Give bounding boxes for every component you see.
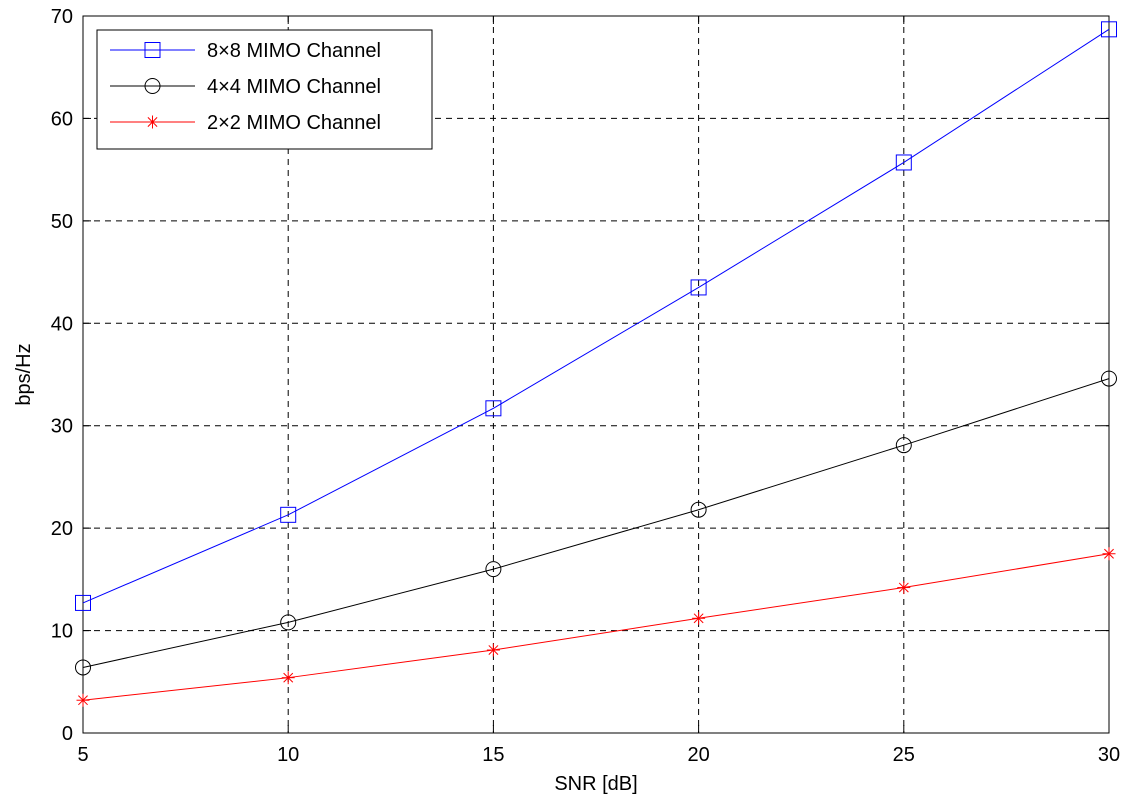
series-layer xyxy=(75,21,1117,707)
asterisk-stroke xyxy=(693,613,704,624)
x-tick-label: 5 xyxy=(77,744,88,766)
x-tick-label: 15 xyxy=(482,744,504,766)
series-circle xyxy=(75,370,1117,676)
legend-entry: 4×4 MIMO Channel xyxy=(110,76,381,98)
plot-frame xyxy=(82,15,1110,734)
y-axis-label: bps/Hz xyxy=(13,343,35,405)
data-point xyxy=(485,561,502,578)
series-asterisk xyxy=(76,547,1116,707)
y-tick-label: 10 xyxy=(51,621,73,643)
axis-ticks: 5 10 15 20 25 30 0 10 20 30 40 50 60 70 xyxy=(51,6,1120,766)
x-tick-label: 25 xyxy=(893,744,915,766)
data-point xyxy=(690,501,707,518)
y-tick-label: 40 xyxy=(51,313,73,335)
series-line xyxy=(82,28,1110,604)
y-tick-label: 50 xyxy=(51,211,73,233)
series-square xyxy=(75,21,1117,611)
y-tick-label: 30 xyxy=(51,416,73,438)
asterisk-stroke xyxy=(283,672,294,683)
data-point xyxy=(75,659,91,676)
legend-marker xyxy=(144,42,161,58)
data-point xyxy=(281,671,295,685)
legend-marker xyxy=(146,115,159,129)
data-point xyxy=(690,279,707,296)
data-point xyxy=(692,611,706,625)
legend-label: 8×8 MIMO Channel xyxy=(207,40,381,62)
data-point xyxy=(280,614,297,631)
y-tick-label: 0 xyxy=(62,723,73,745)
series-line xyxy=(82,553,1110,701)
asterisk-stroke xyxy=(147,117,158,127)
data-point xyxy=(485,400,502,417)
data-point xyxy=(75,594,91,611)
data-point xyxy=(280,506,297,523)
legend-marker xyxy=(144,78,161,94)
data-point xyxy=(1101,21,1117,38)
legend-entry: 2×2 MIMO Channel xyxy=(110,112,381,134)
legend-entry: 8×8 MIMO Channel xyxy=(110,40,381,62)
data-point xyxy=(895,437,912,454)
data-point xyxy=(897,581,911,595)
data-point xyxy=(76,693,90,707)
asterisk-stroke xyxy=(488,645,499,655)
x-tick-label: 30 xyxy=(1098,744,1120,766)
x-tick-label: 20 xyxy=(687,744,709,766)
data-point xyxy=(1102,547,1116,561)
data-point xyxy=(895,154,912,171)
x-tick-label: 10 xyxy=(277,744,299,766)
data-point xyxy=(1101,370,1117,387)
asterisk-stroke xyxy=(78,695,88,706)
x-axis-label: SNR [dB] xyxy=(554,773,637,795)
legend: 8×8 MIMO Channel 4×4 MIMO Channel 2×2 MIMO… xyxy=(96,29,433,150)
series-line xyxy=(82,378,1110,668)
legend-label: 4×4 MIMO Channel xyxy=(207,76,381,98)
asterisk-stroke xyxy=(898,582,909,593)
asterisk-stroke xyxy=(1104,548,1114,559)
y-tick-label: 20 xyxy=(51,518,73,540)
legend-label: 2×2 MIMO Channel xyxy=(207,112,381,134)
data-point xyxy=(486,643,500,657)
y-tick-label: 60 xyxy=(51,108,73,130)
y-tick-label: 70 xyxy=(51,6,73,28)
